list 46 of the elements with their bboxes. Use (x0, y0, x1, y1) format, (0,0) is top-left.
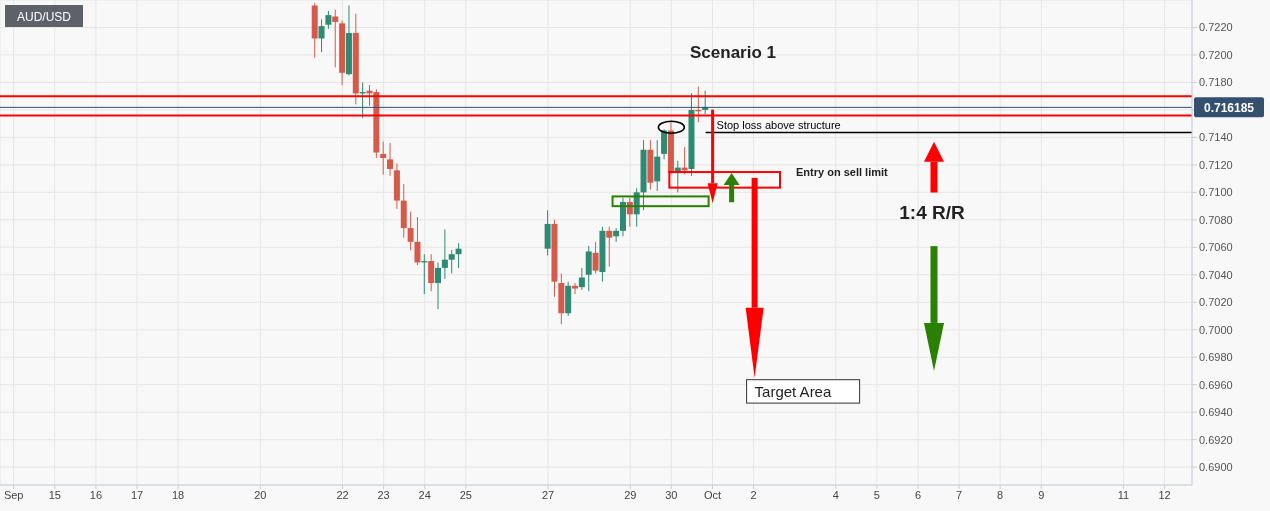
x-tick-label: 18 (171, 488, 185, 501)
x-tick-label: 25 (459, 488, 472, 501)
x-tick-label: 23 (377, 488, 390, 501)
x-tick-label: 7 (956, 488, 963, 501)
x-tick-label: 5 (873, 488, 880, 501)
y-tick-label: 0.7140 (1199, 131, 1233, 144)
x-tick-label: Sep (3, 488, 24, 501)
y-tick-label: 0.7120 (1199, 158, 1233, 171)
y-tick-label: 0.6920 (1199, 433, 1233, 446)
x-tick-label: 8 (997, 488, 1004, 501)
y-tick-label: 0.7100 (1199, 186, 1233, 199)
x-tick-label: 17 (130, 488, 144, 501)
x-tick-label: 16 (89, 488, 103, 501)
y-tick-label: 0.7080 (1199, 213, 1233, 226)
x-tick-label: 11 (1117, 488, 1130, 501)
x-tick-label: 20 (254, 488, 267, 501)
x-tick-label: 29 (624, 488, 637, 501)
text: AUD/USD (16, 10, 72, 24)
x-tick-label: 15 (48, 488, 61, 501)
y-tick-label: 0.7200 (1199, 48, 1233, 61)
x-tick-label: Oct (703, 488, 722, 501)
y-tick-label: 0.6960 (1199, 378, 1233, 391)
x-tick-label: 4 (832, 488, 839, 501)
annotation: Scenario 1 (690, 43, 776, 62)
y-tick-label: 0.7040 (1199, 268, 1233, 281)
x-tick-label: 2 (750, 488, 757, 501)
y-tick-label: 0.7180 (1199, 76, 1233, 89)
y-tick-label: 0.6980 (1199, 351, 1233, 364)
x-tick-label: 27 (541, 488, 555, 501)
annotation: Entry on sell limit (796, 166, 889, 178)
ref-line-label: 0.716185 (1203, 100, 1255, 115)
y-tick-label: 0.6940 (1199, 406, 1233, 419)
y-tick-label: 0.7000 (1199, 323, 1233, 336)
x-tick-label: 22 (336, 488, 349, 501)
y-tick-label: 0.6900 (1199, 461, 1233, 474)
y-tick-label: 0.7220 (1199, 21, 1233, 34)
x-tick-label: 24 (418, 488, 431, 501)
ref-line-label: Stop loss above structure (716, 119, 841, 132)
annotation: 1:4 R/R (899, 202, 966, 223)
y-tick-label: 0.7060 (1199, 241, 1233, 254)
x-tick-label: 6 (914, 488, 922, 501)
x-tick-label: 12 (1158, 488, 1171, 501)
x-tick-label: 9 (1038, 488, 1045, 501)
x-tick-label: 30 (665, 488, 678, 501)
annotation: Target Area (754, 383, 832, 401)
y-tick-label: 0.7020 (1199, 296, 1233, 309)
